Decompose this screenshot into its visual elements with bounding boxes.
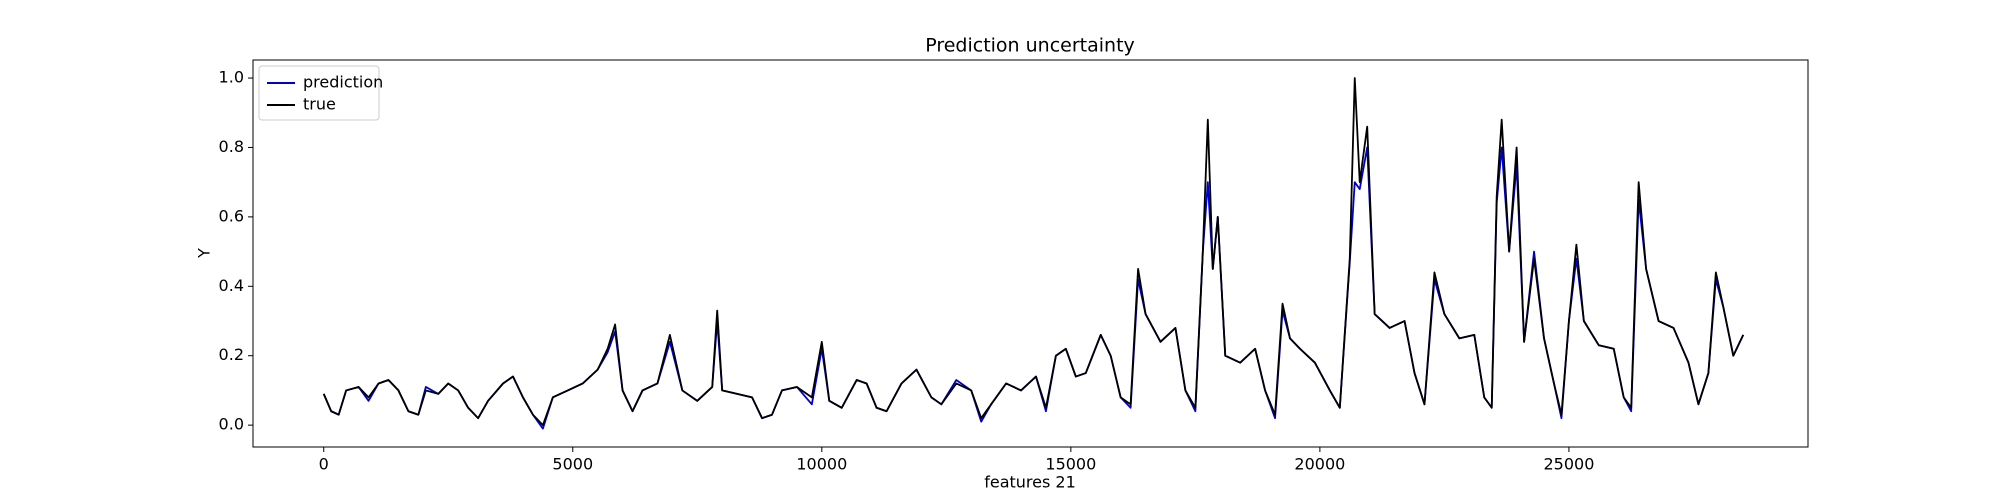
- x-tick-label: 15000: [1045, 455, 1096, 474]
- plot-frame: [252, 59, 1809, 448]
- x-tick-label: 5000: [552, 455, 593, 474]
- legend-label: true: [303, 95, 336, 114]
- y-axis-label: Y: [195, 248, 214, 259]
- legend-box: [258, 65, 380, 121]
- y-tick-label: 0.0: [219, 415, 244, 434]
- x-tick-label: 10000: [796, 455, 847, 474]
- chart-title: Prediction uncertainty: [925, 35, 1135, 57]
- x-tick-label: 0: [319, 455, 329, 474]
- y-tick-label: 0.4: [219, 276, 244, 295]
- y-tick-label: 1.0: [219, 68, 244, 87]
- y-tick-label: 0.2: [219, 345, 244, 364]
- legend-label: prediction: [303, 73, 383, 92]
- y-tick-label: 0.6: [219, 206, 244, 225]
- x-tick-label: 25000: [1543, 455, 1594, 474]
- y-tick-label: 0.8: [219, 137, 244, 156]
- x-axis-label: features 21: [984, 473, 1076, 492]
- x-tick-label: 20000: [1294, 455, 1345, 474]
- data-line: [322, 77, 1745, 427]
